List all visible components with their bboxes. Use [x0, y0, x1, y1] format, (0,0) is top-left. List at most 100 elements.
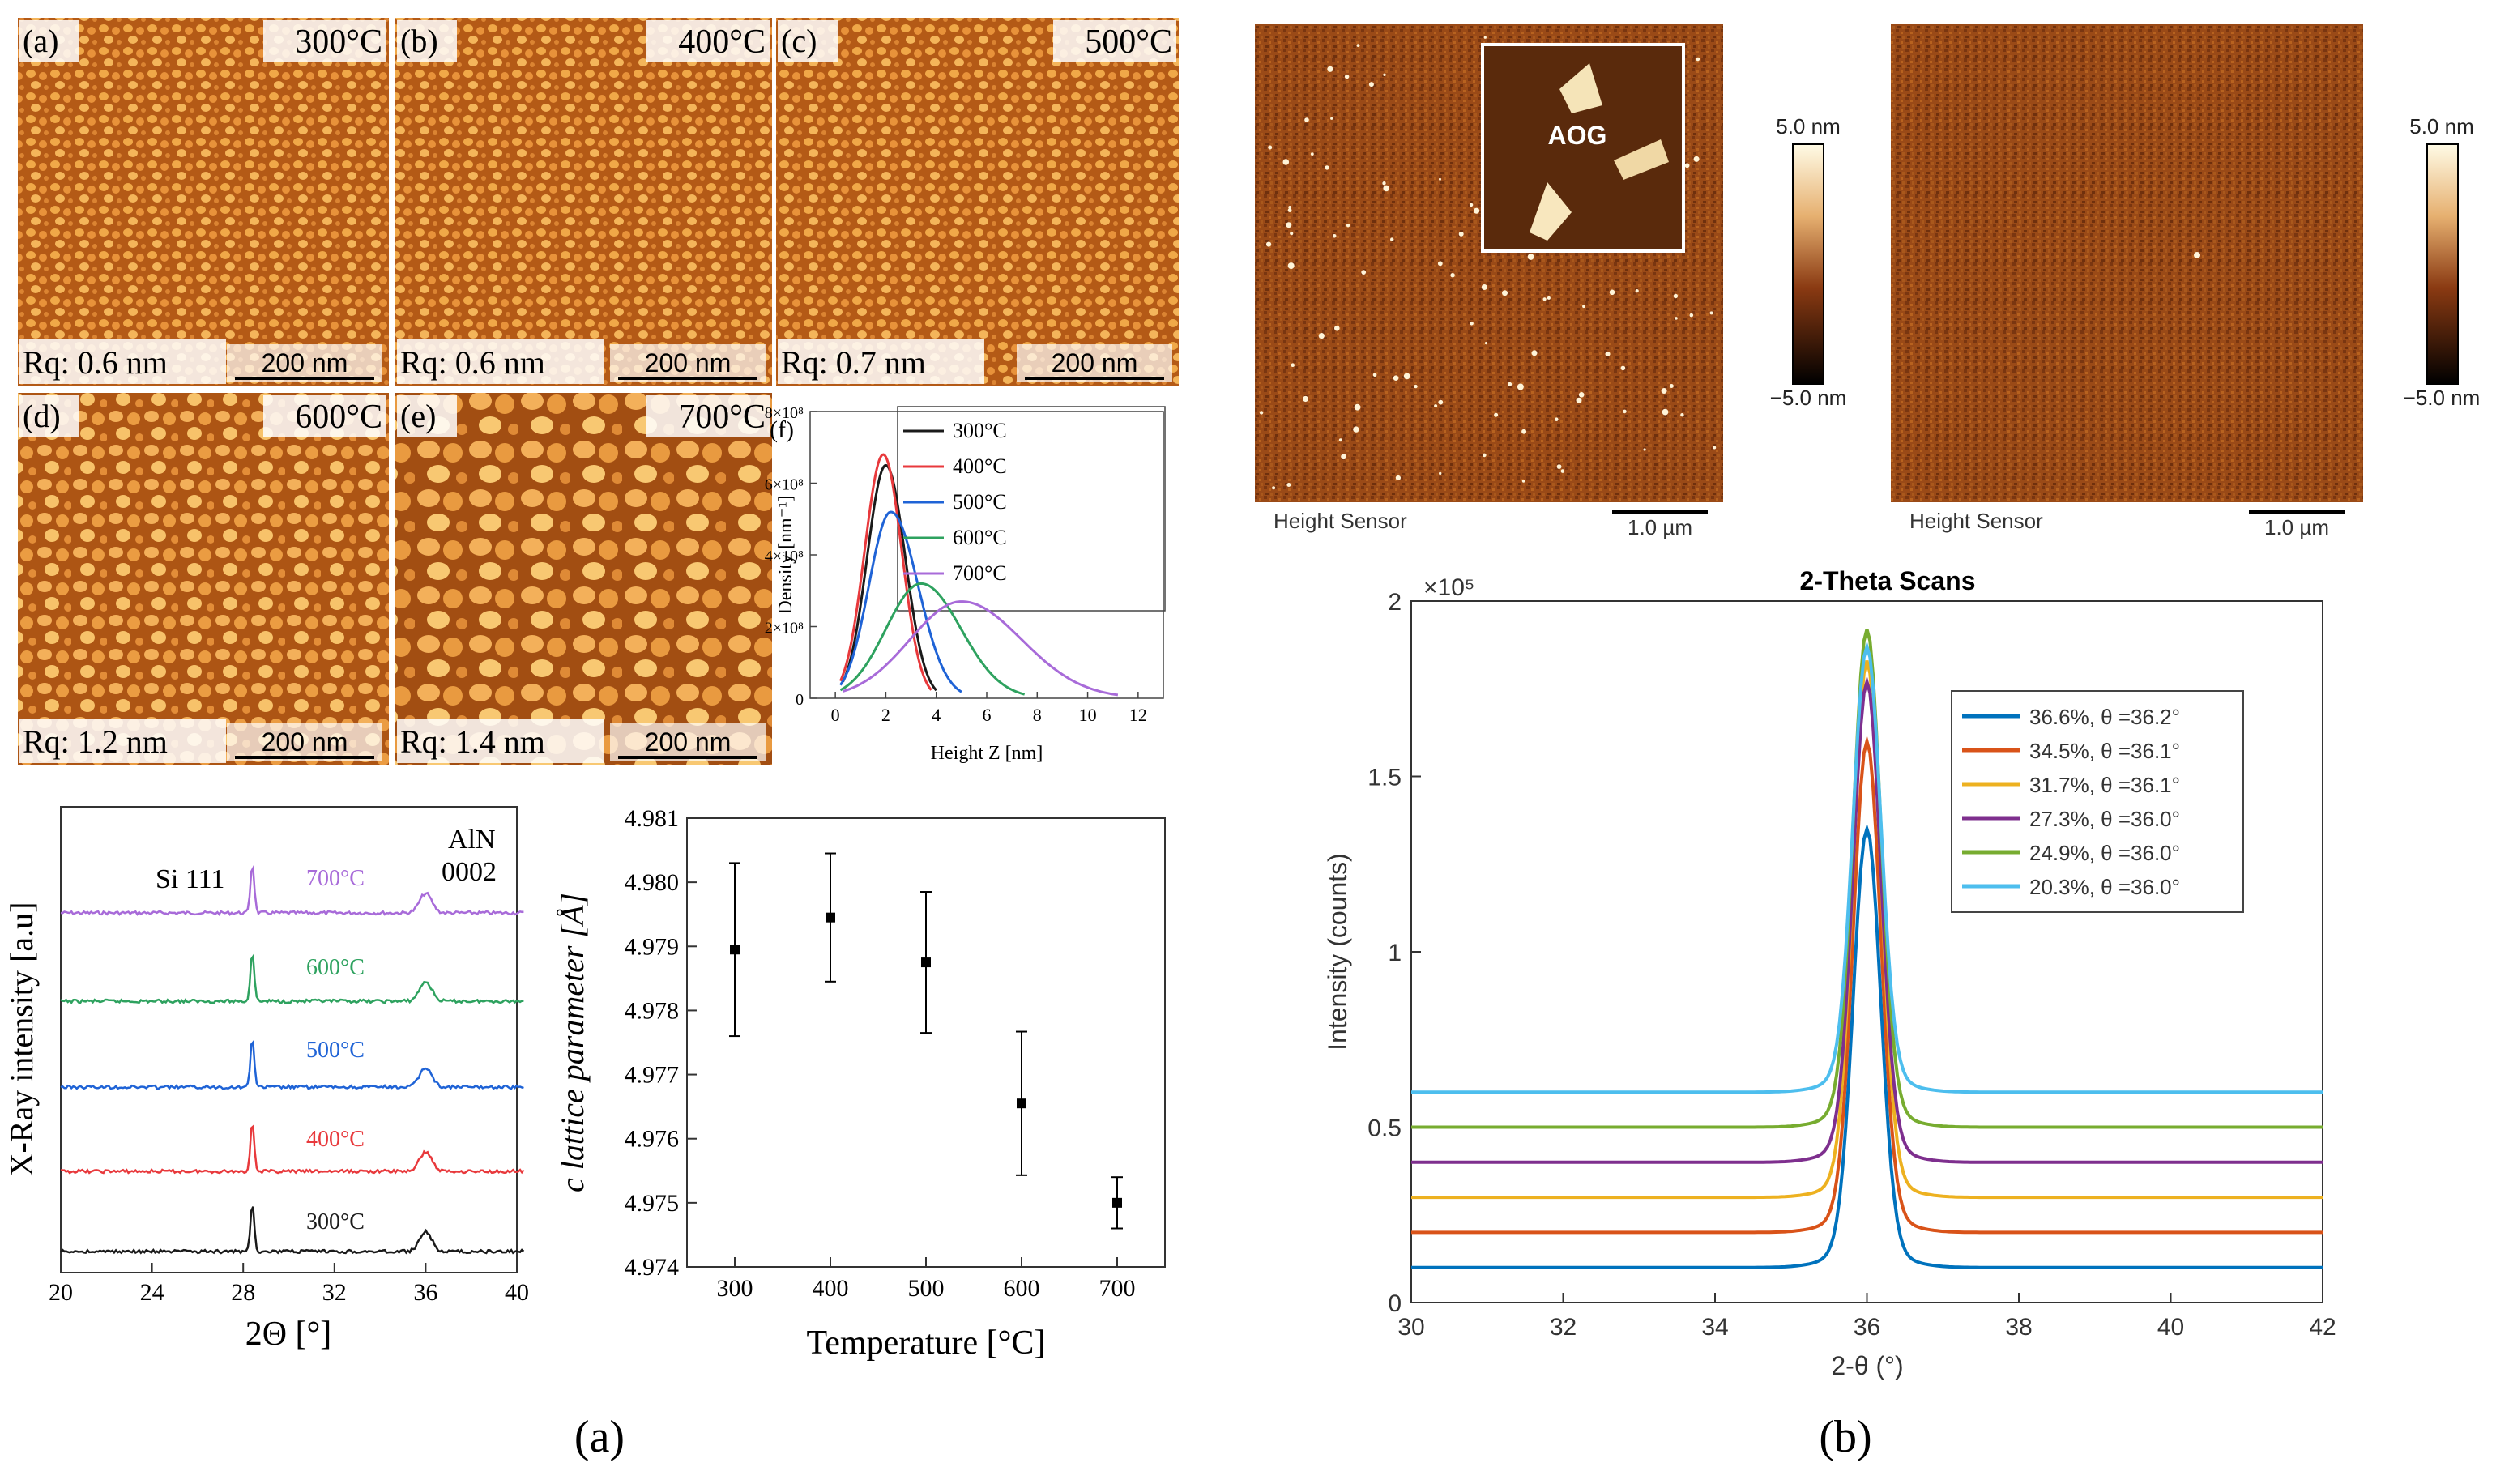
- two-theta-chart: 2-Theta Scans ×10⁵ 30 32 34 36 38 40 42 0 0.5 1 1.…: [1323, 566, 2336, 1380]
- lattice-ytick-label: 4.974: [625, 1254, 680, 1281]
- lattice-xtick-label: 500: [908, 1275, 945, 1302]
- afm-particle: [1684, 163, 1690, 168]
- tt-exponent: ×10⁵: [1423, 574, 1474, 601]
- tt-xlabel: 2-θ (°): [1831, 1351, 1903, 1380]
- tt-legend-label: 36.6%, θ =36.2°: [2029, 705, 2180, 729]
- afm-temp-bg: [1053, 20, 1176, 62]
- lattice-point: [921, 957, 931, 968]
- afm-particle: [1383, 73, 1386, 77]
- afm-particle: [1403, 373, 1410, 380]
- aog-crystal-1: [1559, 63, 1602, 113]
- colorbar-1: [1792, 143, 1824, 385]
- xrd-axes: 20 24 28 32 36 40: [49, 1263, 529, 1306]
- afm-particle: [1555, 417, 1559, 421]
- afm-particle: [1661, 388, 1667, 394]
- afm-particle: [1458, 231, 1464, 237]
- afm-particle: [1521, 429, 1527, 434]
- afm-scale-bg: [227, 723, 382, 761]
- afm-image: [395, 393, 772, 765]
- afm-particle: [1356, 44, 1360, 47]
- afm-panel-label: (d): [23, 398, 61, 434]
- hist-xtick-label: 2: [881, 705, 890, 725]
- afm-rq-bg: [397, 339, 604, 384]
- afm-particle: [1450, 273, 1455, 278]
- afm-particle: [1502, 290, 1508, 296]
- aog-label: AOG: [1548, 121, 1607, 150]
- afm-particle: [1547, 296, 1551, 300]
- tt-ytick-label: 2: [1388, 589, 1402, 616]
- afm-particle: [1318, 333, 1325, 339]
- afm-particle: [1439, 471, 1442, 475]
- afm-image: [395, 18, 772, 386]
- lattice-ytick-label: 4.976: [625, 1126, 680, 1153]
- hist-line-700°C: [843, 600, 1119, 697]
- afm-rq-label: Rq: 1.4 nm: [400, 723, 545, 760]
- afm-particle: [1669, 384, 1674, 388]
- lattice-xtick-label: 400: [813, 1275, 849, 1302]
- lattice-point: [1017, 1098, 1026, 1109]
- hist-ytick-label: 0: [796, 691, 804, 709]
- afm-particle: [1693, 156, 1700, 162]
- afm-particle: [1620, 365, 1626, 371]
- afm-rq-bg: [397, 719, 604, 763]
- afm-particle: [1338, 438, 1342, 442]
- afm-label-bg: [397, 20, 457, 62]
- hist-legend-label: 500°C: [953, 490, 1007, 514]
- afm-large-images: AOG Height Sensor 1.0 µm 5.0 nm −5.0 nm …: [1255, 24, 2480, 539]
- xrd-xtick-label: 36: [413, 1279, 437, 1306]
- afm-particle: [1395, 475, 1401, 481]
- xrd-xlabel: 2Θ [°]: [245, 1316, 332, 1353]
- afm-particle: [1582, 305, 1585, 309]
- afm-scale-label: 200 nm: [262, 727, 348, 757]
- xrd-series-label: 400°C: [306, 1127, 365, 1152]
- hist-xtick-label: 8: [1033, 705, 1042, 725]
- xrd-annotation-si: Si 111: [156, 864, 224, 894]
- afm-panel-label: (a): [23, 23, 58, 59]
- xrd-plot-frame: [60, 806, 518, 1273]
- afm-rq-bg: [19, 719, 226, 763]
- tt-legend: 36.6%, θ =36.2° 34.5%, θ =36.1° 31.7%, θ =…: [1962, 705, 2180, 899]
- afm-panel: (e) 700°C Rq: 1.4 nm 200 nm: [395, 393, 772, 765]
- lattice-ytick-label: 4.980: [625, 869, 680, 896]
- xrd-series-label: 600°C: [306, 955, 365, 980]
- afm-scale-label: 200 nm: [645, 348, 732, 377]
- hist-xtick-label: 0: [831, 705, 840, 725]
- afm-image: [776, 18, 1179, 386]
- xrd-lines: 700°C 600°C 500°C 400°C 300°C: [60, 864, 525, 1255]
- afm-particle: [1609, 289, 1615, 296]
- afm-particle: [1330, 117, 1333, 120]
- hist-legend-label: 600°C: [953, 526, 1007, 549]
- lattice-xtick-label: 600: [1004, 1275, 1040, 1302]
- afm-particle: [1469, 203, 1474, 207]
- hist-xtick-label: 6: [983, 705, 992, 725]
- afm-rq-bg: [778, 339, 984, 384]
- afm-particle: [1483, 453, 1487, 458]
- lattice-chart: 300 400 500 600 700 4.974 4.975 4.976 4.977 4.978…: [554, 805, 1166, 1362]
- afm-rq-label: Rq: 0.7 nm: [781, 344, 926, 381]
- tt-lines: [1411, 629, 2323, 1269]
- panel-label-f: (f): [770, 416, 794, 443]
- afm-particle: [1709, 311, 1713, 315]
- afm-particle: [1382, 181, 1386, 186]
- afm-temp-label: 400°C: [678, 23, 766, 61]
- afm-particle: [1286, 483, 1291, 487]
- xrd-series-label: 300°C: [306, 1209, 365, 1235]
- afm-label-bg: [397, 395, 457, 437]
- afm-particle: [1439, 177, 1441, 181]
- tt-ytick-label: 0.5: [1367, 1115, 1402, 1142]
- afm-particle: [1334, 325, 1340, 331]
- scale-label-2: 1.0 µm: [2264, 515, 2329, 539]
- afm-particle: [1310, 152, 1314, 156]
- afm-temp-bg: [646, 20, 770, 62]
- afm-particle: [1576, 397, 1582, 403]
- afm-particle: [1344, 74, 1350, 79]
- figure-label-b: (b): [1819, 1412, 1871, 1462]
- lattice-point: [826, 912, 835, 923]
- hist-axes: 0 2 4 6 8 10 12 0 2×10⁸ 4×10⁸ 6×10⁸ 8×10⁸: [765, 404, 1147, 725]
- xrd-xtick-label: 32: [322, 1279, 347, 1306]
- afm-particle: [1438, 399, 1444, 405]
- afm-panel: (b) 400°C Rq: 0.6 nm 200 nm: [395, 18, 772, 386]
- tt-legend-box: [1951, 690, 2244, 913]
- lattice-xtick-label: 300: [717, 1275, 753, 1302]
- aog-crystal-3: [1530, 182, 1572, 241]
